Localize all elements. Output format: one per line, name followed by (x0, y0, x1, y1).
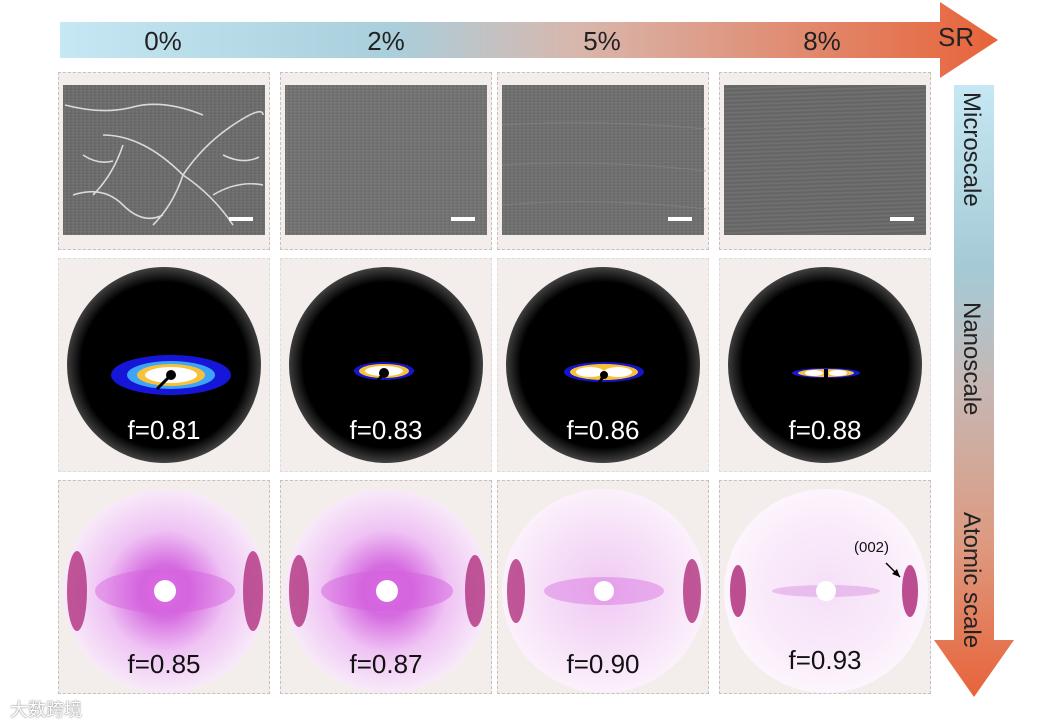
orientation-factor-waxs-3: f=0.93 (788, 645, 862, 675)
sr-tick-3: 8% (803, 26, 841, 56)
sem-image-0 (63, 85, 265, 235)
nanoscale-label: Nanoscale (958, 302, 985, 416)
orientation-factor-saxs-1: f=0.83 (349, 415, 423, 445)
saxs-pattern-3 (728, 267, 922, 463)
sr-tick-2: 5% (583, 26, 621, 56)
waxs-panel-3: (002) f=0.93 (719, 480, 931, 694)
orientation-factor-waxs-0: f=0.85 (127, 649, 201, 679)
orientation-factor-saxs-3: f=0.88 (788, 415, 862, 445)
waxs-pattern-2 (502, 489, 706, 693)
waxs-panel-2: f=0.90 (497, 480, 709, 694)
sem-panel-0 (58, 72, 270, 250)
sem-panel-2 (497, 72, 709, 250)
sem-panel-3 (719, 72, 931, 250)
waxs-pattern-3 (724, 489, 928, 693)
watermark: 大数跨境 (10, 700, 82, 720)
peak-002-annotation: (002) (854, 539, 890, 556)
waxs-panel-1: f=0.87 (280, 480, 492, 694)
orientation-factor-waxs-2: f=0.90 (566, 649, 640, 679)
sem-image-2 (502, 85, 706, 235)
waxs-pattern-1 (285, 489, 489, 693)
saxs-panel-0: f=0.81 (58, 258, 270, 472)
saxs-panel-1: f=0.83 (280, 258, 492, 472)
saxs-panel-2: f=0.86 (497, 258, 709, 472)
atomic-scale-label: Atomic scale (958, 512, 985, 649)
scale-bar (890, 217, 914, 221)
sem-image-1 (285, 85, 487, 235)
strain-rate-arrow (60, 2, 998, 78)
microscale-label: Microscale (958, 92, 985, 207)
sr-tick-0: 0% (144, 26, 182, 56)
orientation-factor-waxs-1: f=0.87 (349, 649, 423, 679)
scale-bar (451, 217, 475, 221)
orientation-factor-saxs-2: f=0.86 (566, 415, 640, 445)
saxs-panel-3: f=0.88 (719, 258, 931, 472)
sr-axis-label: SR (938, 22, 975, 52)
waxs-pattern-0 (63, 489, 267, 693)
sem-panel-1 (280, 72, 492, 250)
orientation-factor-saxs-0: f=0.81 (127, 415, 201, 445)
waxs-panel-0: f=0.85 (58, 480, 270, 694)
sr-tick-1: 2% (367, 26, 405, 56)
scale-bar (668, 217, 692, 221)
sem-image-3 (724, 85, 926, 235)
scale-arrow (934, 85, 1014, 697)
scale-bar (229, 217, 253, 221)
